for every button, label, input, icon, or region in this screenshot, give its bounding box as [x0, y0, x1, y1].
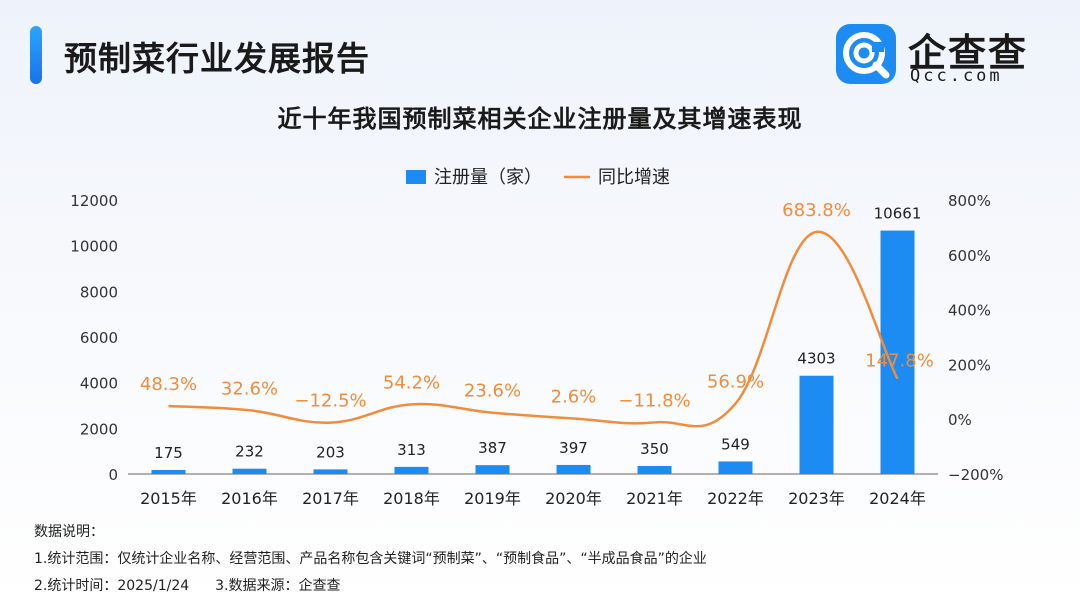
growth-value-label: 683.8%: [782, 200, 851, 221]
bar-value-label: 232: [235, 443, 264, 461]
bar: [232, 468, 267, 474]
growth-value-label: 32.6%: [221, 378, 278, 399]
y-right-tick-label: 400%: [948, 302, 991, 320]
chart-legend: 注册量（家） 同比增速: [406, 167, 670, 188]
notes-time: 2.统计时间：2025/1/24: [34, 578, 190, 594]
bar: [799, 375, 834, 474]
growth-value-label: 48.3%: [140, 374, 197, 395]
growth-value-label: −11.8%: [618, 390, 690, 411]
growth-value-label: −12.5%: [294, 391, 366, 412]
y-left-tick-label: 12000: [70, 192, 118, 210]
growth-value-label: 2.6%: [551, 386, 597, 407]
legend-bar-swatch: [406, 170, 426, 184]
header-accent-bar: [30, 26, 42, 84]
growth-value-label: 23.6%: [464, 381, 521, 402]
bar-value-label: 203: [316, 443, 345, 461]
notes-heading: 数据说明：: [34, 524, 104, 540]
bar-value-label: 387: [478, 439, 507, 457]
growth-value-label: 56.9%: [707, 372, 764, 393]
bar: [151, 470, 186, 474]
report-title: 预制菜行业发展报告: [64, 39, 370, 78]
chart-title: 近十年我国预制菜相关企业注册量及其增速表现: [277, 105, 803, 133]
y-left-tick-label: 4000: [80, 375, 118, 393]
y-right-tick-label: −200%: [948, 466, 1003, 484]
bar: [637, 466, 672, 474]
bar-value-label: 313: [397, 441, 426, 459]
y-right-tick-label: 200%: [948, 356, 991, 374]
x-tick-label: 2015年: [140, 489, 197, 508]
x-tick-label: 2021年: [626, 489, 683, 508]
logo-subtext: Qcc.com: [910, 66, 1003, 86]
bar: [718, 461, 753, 474]
bar-value-label: 350: [640, 440, 669, 458]
bar: [475, 465, 510, 474]
bar-value-label: 397: [559, 439, 588, 457]
bar-value-label: 10661: [874, 205, 922, 223]
growth-value-label: 54.2%: [383, 372, 440, 393]
y-left-tick-label: 0: [108, 466, 118, 484]
x-tick-label: 2022年: [707, 489, 764, 508]
y-right-tick-label: 600%: [948, 247, 991, 265]
x-tick-label: 2017年: [302, 489, 359, 508]
y-right-tick-label: 800%: [948, 192, 991, 210]
bar-value-label: 175: [154, 444, 183, 462]
logo-text: 企查查: [908, 31, 1029, 75]
bar-value-label: 549: [721, 435, 750, 453]
y-right-tick-label: 0%: [948, 411, 972, 429]
notes-time-source: 2.统计时间：2025/1/24 3.数据来源：企查查: [34, 573, 707, 600]
y-left-tick-label: 8000: [80, 283, 118, 301]
data-notes: 数据说明： 1.统计范围：仅统计企业名称、经营范围、产品名称包含关键词“预制菜”…: [34, 519, 707, 600]
y-left-tick-label: 10000: [70, 238, 118, 256]
bar: [394, 466, 429, 474]
line-series: [168, 230, 899, 428]
x-tick-label: 2019年: [464, 489, 521, 508]
x-tick-label: 2020年: [545, 489, 602, 508]
combo-chart: 注册量（家） 同比增速 0 2000 4000 6000 8000 10000 12000 −2…: [70, 167, 1003, 508]
y-left-tick-label: 6000: [80, 329, 118, 347]
bar-value-label: 4303: [797, 350, 835, 368]
bar: [556, 464, 591, 474]
qcc-logo-icon: [836, 24, 896, 84]
x-tick-label: 2023年: [788, 489, 845, 508]
bar: [313, 469, 348, 474]
legend-bar-label: 注册量（家）: [434, 167, 542, 188]
growth-line: [168, 230, 899, 428]
x-tick-label: 2018年: [383, 489, 440, 508]
chart-axes: 0 2000 4000 6000 8000 10000 12000 −200% 0% 200% 40…: [70, 192, 1003, 508]
y-left-tick-label: 2000: [80, 420, 118, 438]
notes-scope: 1.统计范围：仅统计企业名称、经营范围、产品名称包含关键词“预制菜”、“预制食品…: [34, 551, 707, 567]
data-labels: 175 232 203 313 387 397 350 549 4303 10661 48.3% 32…: [140, 200, 934, 462]
x-tick-label: 2016年: [221, 489, 278, 508]
legend-line-label: 同比增速: [598, 167, 670, 188]
growth-value-label: 147.8%: [865, 351, 934, 372]
notes-source: 3.数据来源：企查查: [215, 578, 341, 594]
x-tick-label: 2024年: [869, 489, 926, 508]
qcc-logo: 企查查 Qcc.com: [836, 22, 1036, 88]
